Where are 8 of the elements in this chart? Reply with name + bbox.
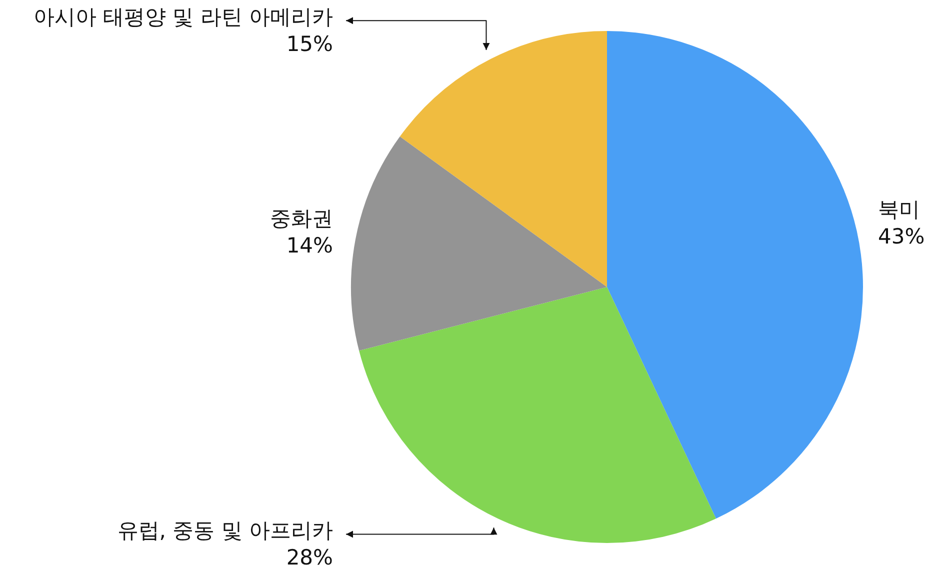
slice-label: 북미 [878,198,920,222]
slice-label: 중화권 [270,206,333,230]
data-label: 14% [286,233,333,258]
data-label: 43% [878,224,925,249]
data-label: 28% [286,546,333,567]
data-label: 15% [286,32,333,56]
slice-label: 유럽, 중동 및 아프리카 [117,518,333,543]
slice-label: 아시아 태평양 및 라틴 아메리카 [33,5,333,30]
